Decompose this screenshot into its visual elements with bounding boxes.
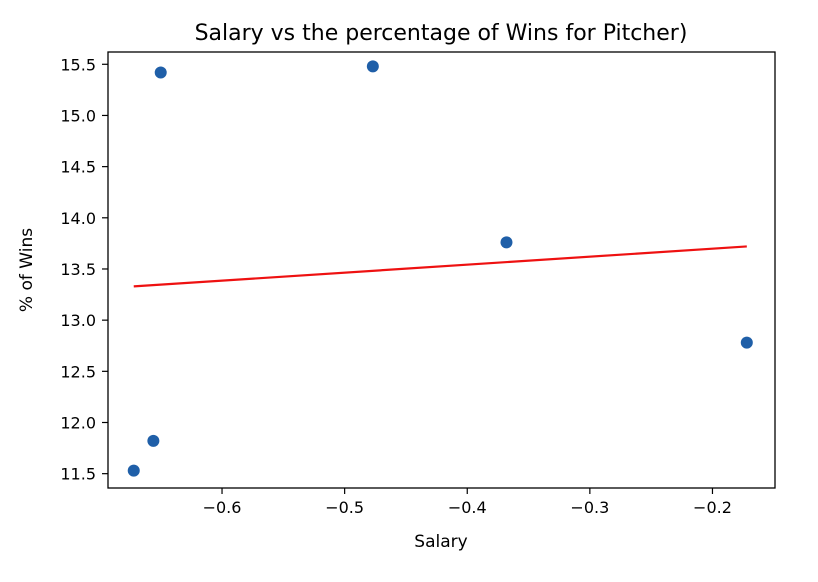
y-tick-label: 15.5	[60, 55, 96, 74]
series-layer	[127, 60, 753, 477]
y-tick-label: 12.0	[60, 413, 96, 432]
y-tick-label: 11.5	[60, 465, 96, 484]
x-tick-label: −0.6	[203, 498, 242, 517]
y-tick-label: 15.0	[60, 106, 96, 125]
x-axis: −0.6 −0.5 −0.4 −0.3 −0.2	[203, 488, 732, 517]
scatter-point	[366, 60, 379, 73]
plot-area-frame	[107, 51, 776, 489]
scatter-point	[500, 236, 513, 249]
y-axis-label: % of Wins	[17, 228, 37, 312]
y-tick-label: 14.5	[60, 158, 96, 177]
x-tick-label: −0.4	[448, 498, 487, 517]
x-axis-label: Salary	[414, 532, 467, 552]
regression-line	[133, 245, 747, 288]
x-tick-label: −0.5	[325, 498, 364, 517]
y-axis: 11.5 12.0 12.5 13.0 13.5 14.0 14.5 15.0 15.5	[60, 55, 108, 484]
x-tick-label: −0.2	[693, 498, 732, 517]
x-tick-label: −0.3	[570, 498, 609, 517]
y-tick-label: 14.0	[60, 209, 96, 228]
scatter-point	[127, 464, 140, 477]
y-tick-label: 12.5	[60, 362, 96, 381]
scatter-point	[154, 66, 167, 79]
scatter-point	[740, 336, 753, 349]
scatter-point	[147, 434, 160, 447]
y-tick-label: 13.0	[60, 311, 96, 330]
y-tick-label: 13.5	[60, 260, 96, 279]
chart-title: Salary vs the percentage of Wins for Pit…	[195, 21, 688, 46]
